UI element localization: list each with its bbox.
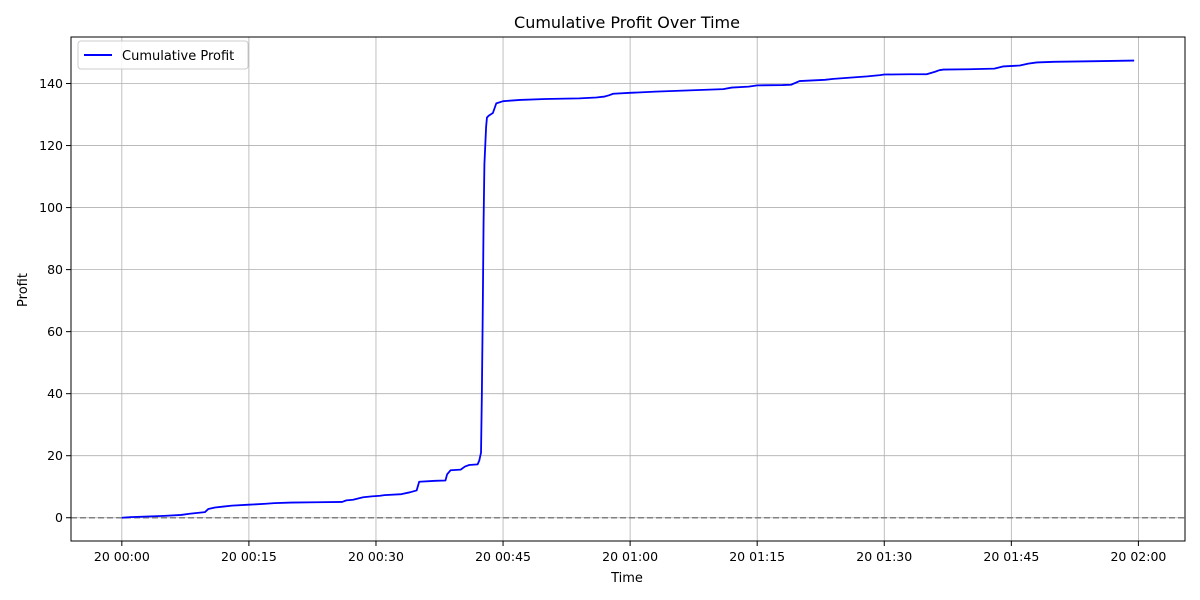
y-tick-label: 80 [47, 262, 63, 277]
y-tick-label: 0 [55, 510, 63, 525]
x-tick-label: 20 00:00 [94, 549, 150, 564]
chart-title: Cumulative Profit Over Time [514, 13, 740, 32]
y-tick-label: 120 [39, 138, 63, 153]
y-axis: 0 20 40 60 80 100 120 140 [39, 76, 71, 525]
grid [71, 37, 1185, 541]
x-tick-label: 20 00:45 [475, 549, 531, 564]
y-axis-label: Profit [16, 273, 31, 307]
x-tick-label: 20 01:00 [602, 549, 658, 564]
y-tick-label: 60 [47, 324, 63, 339]
y-tick-label: 100 [39, 200, 63, 215]
x-tick-label: 20 02:00 [1110, 549, 1166, 564]
x-axis: 20 00:00 20 00:15 20 00:30 20 00:45 20 01:00… [94, 541, 1166, 564]
series-group [121, 59, 1135, 519]
legend: Cumulative Profit [77, 40, 249, 70]
y-tick-label: 20 [47, 448, 63, 463]
x-tick-label: 20 00:15 [221, 549, 277, 564]
legend-label: Cumulative Profit [122, 49, 234, 64]
y-tick-label: 40 [47, 386, 63, 401]
x-tick-label: 20 00:30 [348, 549, 404, 564]
plot-frame [70, 36, 1186, 542]
legend-box [77, 40, 249, 70]
x-tick-label: 20 01:30 [856, 549, 912, 564]
y-tick-label: 140 [39, 76, 63, 91]
series-line-cumulative-profit [121, 59, 1135, 519]
x-tick-label: 20 01:45 [983, 549, 1039, 564]
x-tick-label: 20 01:15 [729, 549, 785, 564]
x-axis-label: Time [610, 571, 643, 586]
